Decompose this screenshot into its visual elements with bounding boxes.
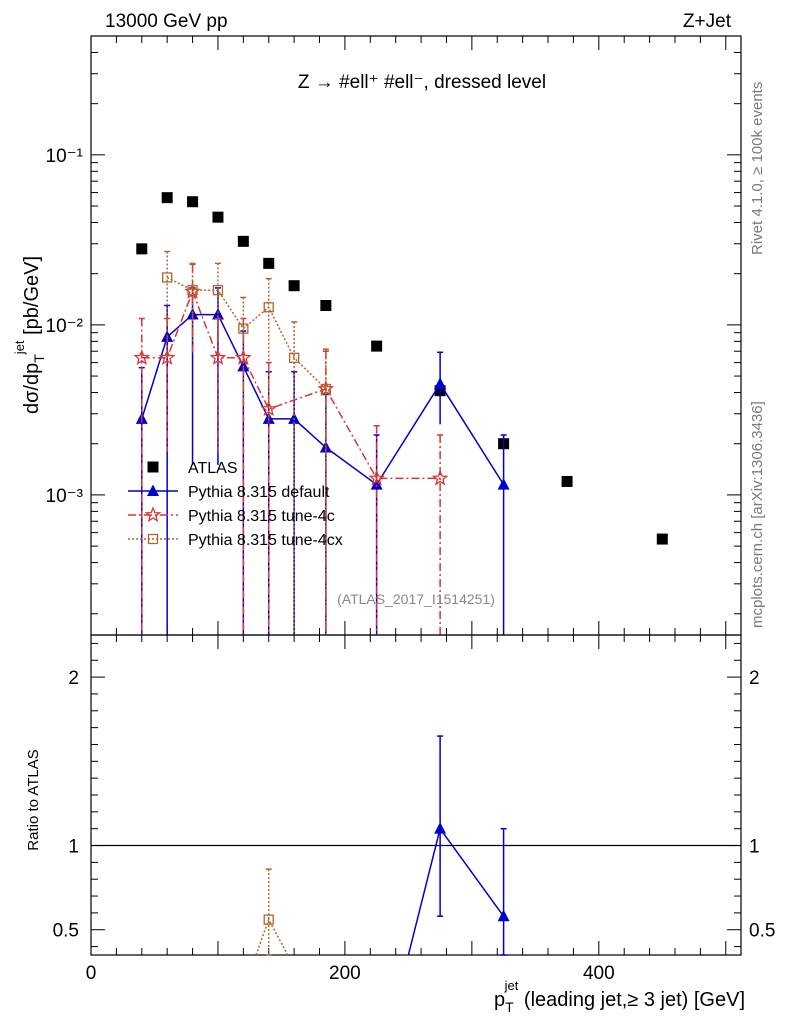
y-axis-label-rest: [pb/GeV] bbox=[21, 256, 43, 341]
data-point bbox=[370, 478, 383, 490]
y-axis-label-sub: T bbox=[31, 354, 47, 363]
data-point bbox=[212, 285, 224, 296]
ratio-tick-label-right: 1 bbox=[749, 837, 760, 858]
data-point bbox=[237, 235, 249, 247]
x-axis-label: pTjet (leading jet,≥ 3 jet) [GeV] bbox=[494, 978, 745, 1015]
main-axis-ticks: 10⁻³ 10⁻² 10⁻¹ bbox=[46, 35, 741, 635]
legend-label: Pythia 8.315 tune-4c bbox=[188, 508, 335, 525]
data-point bbox=[211, 308, 224, 320]
legend-marker bbox=[144, 506, 162, 523]
legend: ATLAS Pythia 8.315 default Pythia 8.315 tu… bbox=[128, 460, 343, 549]
ratio-series-1 bbox=[407, 735, 510, 956]
x-axis-label-sub: T bbox=[505, 999, 514, 1015]
ratio-axis-ticks: 0 200 400 0.5 0.5 1 1 2 2 bbox=[53, 635, 775, 984]
svg-text:dσ/dpTjet [pb/GeV]: dσ/dpTjet [pb/GeV] bbox=[12, 256, 47, 414]
x-axis-label-sup: jet bbox=[504, 978, 519, 993]
data-point bbox=[320, 300, 332, 312]
y-tick-label: 10⁻³ bbox=[46, 486, 84, 507]
chart-title: Z → #ell⁺ #ell⁻, dressed level bbox=[298, 72, 546, 93]
ratio-panel: 0 200 400 0.5 0.5 1 1 2 2 bbox=[53, 634, 775, 984]
data-point bbox=[288, 280, 300, 292]
ratio-tick-label-right: 2 bbox=[749, 668, 760, 689]
data-point bbox=[561, 475, 573, 487]
data-point bbox=[209, 348, 227, 365]
data-point bbox=[212, 211, 224, 223]
ratio-line bbox=[255, 917, 289, 956]
x-tick-label: 400 bbox=[583, 963, 615, 984]
header-left: 13000 GeV pp bbox=[105, 11, 228, 32]
ratio-frame bbox=[90, 634, 742, 956]
ratio-tick-label-left: 1 bbox=[68, 837, 79, 858]
data-point bbox=[368, 469, 385, 486]
data-point bbox=[162, 272, 173, 283]
y-axis-label-main: dσ/dp bbox=[21, 363, 43, 414]
data-point bbox=[263, 302, 274, 313]
rivet-label: Rivet 4.1.0, ≥ 100k events bbox=[749, 82, 766, 255]
header-right: Z+Jet bbox=[683, 11, 732, 32]
legend-label: Pythia 8.315 tune-4cx bbox=[188, 532, 343, 549]
x-axis-label-rest: (leading jet,≥ 3 jet) [GeV] bbox=[518, 989, 745, 1011]
data-point bbox=[431, 469, 449, 486]
mcplots-label: mcplots.cern.ch [arXiv:1306.3436] bbox=[749, 401, 766, 628]
main-series-group bbox=[133, 192, 668, 635]
data-point bbox=[288, 352, 300, 363]
ratio-line bbox=[407, 826, 505, 956]
data-point bbox=[235, 348, 252, 365]
y-axis-label-sup: jet bbox=[12, 340, 27, 355]
x-tick-label: 0 bbox=[86, 963, 97, 984]
ratio-tick-label-left: 2 bbox=[68, 668, 79, 689]
data-point bbox=[136, 243, 148, 255]
ratio-series-group bbox=[255, 735, 510, 956]
data-point bbox=[161, 192, 173, 204]
series-2 bbox=[133, 263, 449, 635]
data-point bbox=[187, 196, 199, 208]
ratio-point bbox=[497, 909, 510, 922]
ratio-y-label: Ratio to ATLAS bbox=[25, 749, 42, 850]
data-point bbox=[371, 340, 383, 352]
x-tick-label: 200 bbox=[329, 963, 361, 984]
data-point bbox=[158, 348, 176, 365]
ratio-tick-label-left: 0.5 bbox=[53, 921, 79, 942]
legend-marker bbox=[147, 461, 159, 473]
data-point bbox=[238, 323, 249, 334]
data-point bbox=[263, 257, 275, 269]
legend-label: ATLAS bbox=[188, 460, 238, 477]
y-axis-label: dσ/dpTjet [pb/GeV] bbox=[12, 256, 47, 414]
ratio-point bbox=[434, 822, 447, 834]
main-panel: 10⁻³ 10⁻² 10⁻¹ (ATLAS_2017_I1514251) ATLAS… bbox=[46, 35, 742, 636]
legend-marker bbox=[147, 533, 159, 545]
data-point bbox=[497, 478, 510, 490]
data-point bbox=[656, 533, 668, 545]
analysis-id: (ATLAS_2017_I1514251) bbox=[337, 591, 495, 607]
data-point bbox=[434, 377, 447, 389]
legend-label: Pythia 8.315 default bbox=[188, 484, 330, 501]
ratio-point bbox=[263, 914, 274, 925]
y-tick-label: 10⁻¹ bbox=[46, 146, 84, 167]
data-point bbox=[187, 285, 198, 296]
data-point bbox=[133, 348, 151, 365]
ratio-tick-label-right: 0.5 bbox=[749, 921, 775, 942]
series-line bbox=[166, 276, 327, 390]
y-tick-label: 10⁻² bbox=[46, 316, 84, 337]
ratio-series-3 bbox=[255, 868, 289, 956]
legend-marker bbox=[147, 484, 159, 496]
series-3 bbox=[162, 250, 332, 635]
data-point bbox=[320, 383, 332, 395]
x-axis-label-main: p bbox=[494, 989, 505, 1011]
